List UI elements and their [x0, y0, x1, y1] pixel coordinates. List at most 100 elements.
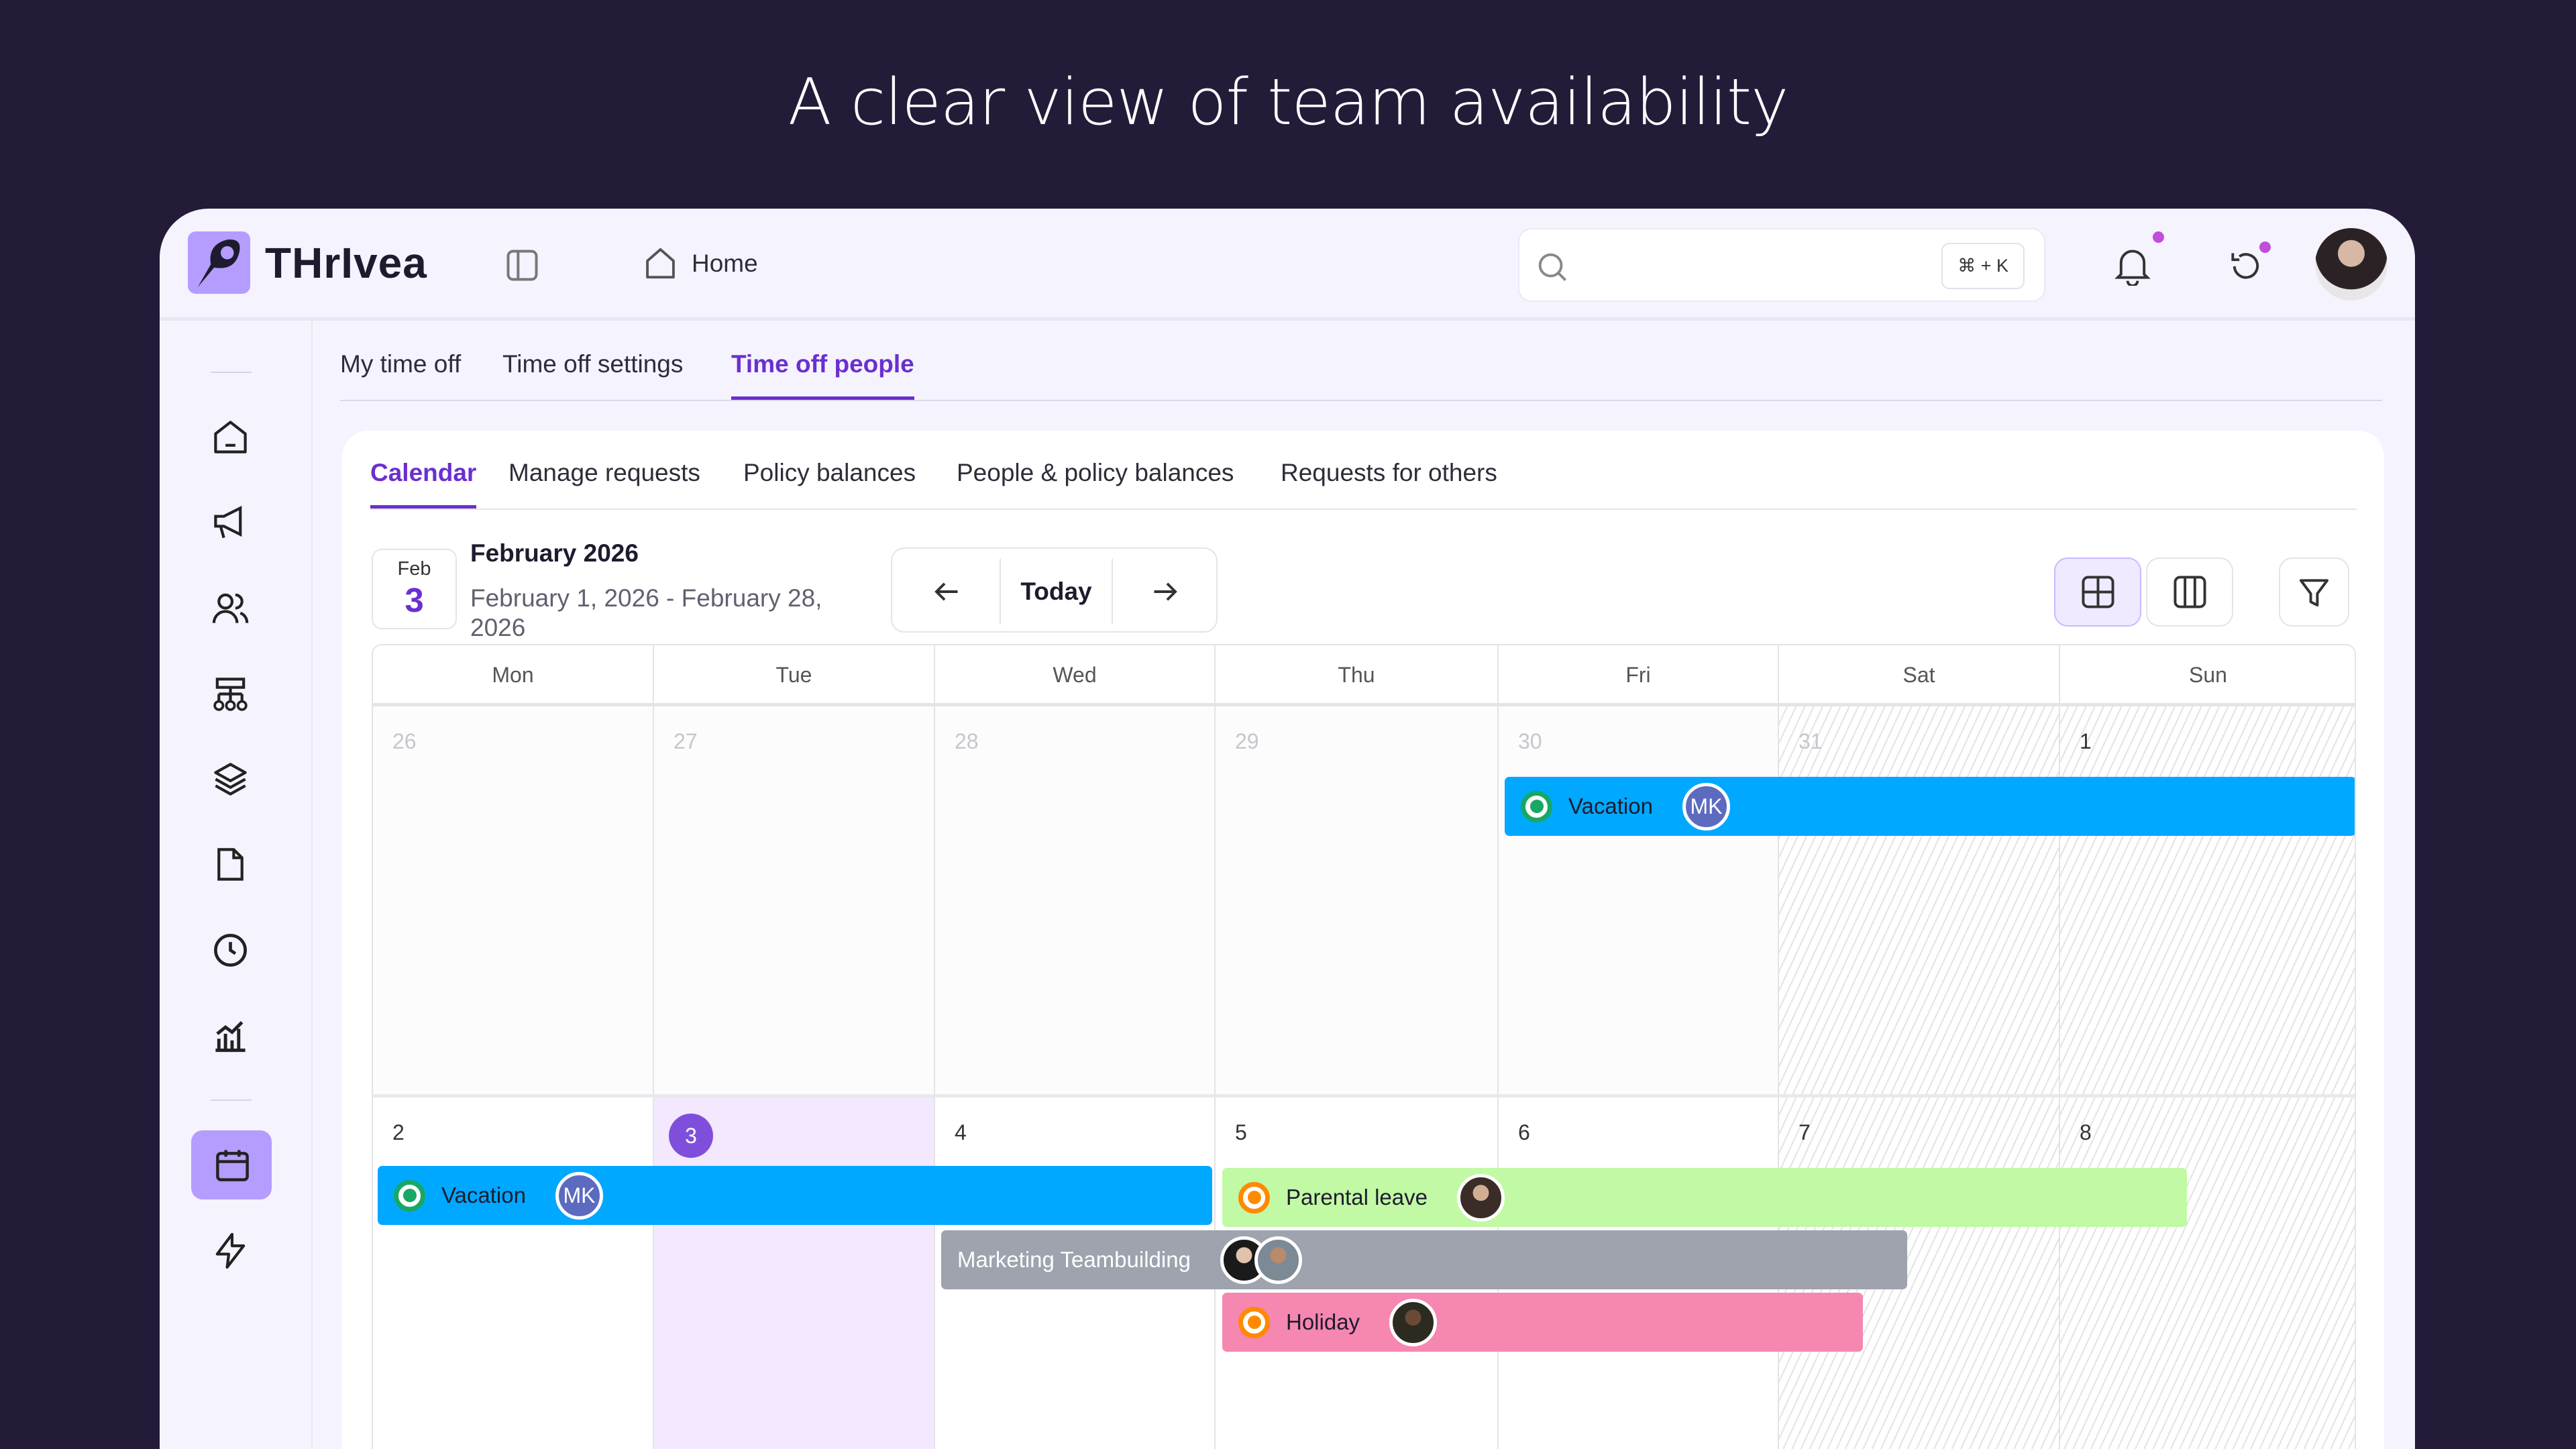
- subtab-requests-for-others[interactable]: Requests for others: [1281, 459, 1497, 486]
- week-view-button[interactable]: [2146, 557, 2233, 627]
- date-range: February 1, 2026 - February 28, 2026: [470, 584, 822, 641]
- divider: [211, 1099, 252, 1101]
- status-icon: [1521, 790, 1552, 822]
- tab-time-off-people[interactable]: Time off people: [731, 350, 914, 400]
- event-label: Vacation: [441, 1183, 526, 1208]
- sub-tabs: Calendar Manage requests Policy balances…: [370, 459, 2357, 510]
- bell-icon[interactable]: [2114, 246, 2151, 286]
- sidebar-toggle-icon[interactable]: [506, 250, 538, 281]
- avatar: [1389, 1298, 1438, 1346]
- event-label: Holiday: [1286, 1309, 1360, 1334]
- top-header: THrIvea Home ⌘ + K: [160, 209, 2415, 321]
- event-bar[interactable]: Holiday: [1222, 1293, 1863, 1352]
- weekday-header: Fri: [1499, 645, 1779, 706]
- date-nav: Today: [891, 547, 1218, 633]
- sidebar: [160, 321, 313, 1449]
- calendar-grid: Mon 26 2 Tue 27 3 Wed 28 4 Thu 29 5 Fri 30 6 Sat 31 7 Sun 1…: [372, 644, 2356, 1449]
- home-icon[interactable]: [644, 246, 677, 280]
- day-cell[interactable]: 28: [935, 706, 1216, 1097]
- app-window: THrIvea Home ⌘ + K My time off Time off …: [160, 209, 2415, 1449]
- logo-icon[interactable]: [188, 231, 250, 294]
- day-number: 7: [1799, 1120, 1811, 1144]
- calendar-icon: [216, 1150, 249, 1181]
- day-number: 27: [674, 729, 698, 753]
- weekday-header: Wed: [935, 645, 1216, 706]
- update-dot: [2259, 241, 2271, 253]
- next-button[interactable]: [1113, 559, 1218, 625]
- day-cell[interactable]: 31: [1779, 706, 2060, 1097]
- day-number: 31: [1799, 729, 1823, 753]
- avatar: [1456, 1173, 1505, 1222]
- search-input[interactable]: ⌘ + K: [1518, 228, 2045, 302]
- subtab-people-policy-balances[interactable]: People & policy balances: [957, 459, 1234, 486]
- status-icon: [394, 1179, 425, 1212]
- event-bar[interactable]: Marketing Teambuilding: [941, 1230, 1907, 1289]
- event-bar[interactable]: Vacation MK: [378, 1166, 1212, 1225]
- subtab-policy-balances[interactable]: Policy balances: [743, 459, 916, 486]
- day-number: 8: [2080, 1120, 2092, 1144]
- avatar-mk: MK: [1682, 782, 1730, 830]
- weekday-header: Tue: [654, 645, 935, 706]
- megaphone-icon[interactable]: [211, 503, 250, 543]
- day-number: 1: [2080, 729, 2092, 753]
- subtab-calendar[interactable]: Calendar: [370, 459, 477, 508]
- home-icon[interactable]: [211, 417, 250, 457]
- day-cell[interactable]: 27: [654, 706, 935, 1097]
- calendar-card: Calendar Manage requests Policy balances…: [342, 431, 2384, 1449]
- filter-icon: [2299, 579, 2329, 607]
- refresh-icon[interactable]: [2228, 248, 2264, 284]
- event-bar[interactable]: Vacation MK: [1505, 777, 2355, 836]
- day-cell[interactable]: 29: [1216, 706, 1499, 1097]
- day-cell[interactable]: 2: [373, 1097, 654, 1449]
- month-view-button[interactable]: [2054, 557, 2141, 627]
- divider: [211, 372, 252, 373]
- weekday-header: Thu: [1216, 645, 1499, 706]
- day-cell[interactable]: 30: [1499, 706, 1779, 1097]
- people-icon[interactable]: [211, 588, 250, 628]
- user-avatar[interactable]: [2315, 228, 2387, 301]
- weekday-header: Sun: [2060, 645, 2355, 706]
- arrow-right-icon: [1154, 582, 1177, 601]
- layers-icon[interactable]: [211, 759, 250, 799]
- day-cell[interactable]: 26: [373, 706, 654, 1097]
- shortcut-hint: ⌘ + K: [1941, 243, 2025, 289]
- day-number: 4: [955, 1120, 967, 1144]
- event-label: Vacation: [1568, 794, 1653, 818]
- search-icon: [1538, 253, 1566, 281]
- status-icon: [1238, 1181, 1270, 1214]
- day-cell[interactable]: 1: [2060, 706, 2355, 1097]
- event-label: Marketing Teambuilding: [957, 1247, 1191, 1272]
- day-number: 6: [1518, 1120, 1530, 1144]
- analytics-icon[interactable]: [211, 1016, 250, 1055]
- avatar-mk: MK: [555, 1171, 603, 1220]
- day-cell[interactable]: 3: [654, 1097, 935, 1449]
- lightning-icon[interactable]: [211, 1231, 250, 1271]
- sidebar-item-calendar[interactable]: [191, 1130, 272, 1199]
- month-title: February 2026: [470, 539, 639, 567]
- day-cell[interactable]: 8: [2060, 1097, 2355, 1449]
- date-badge: Feb 3: [372, 549, 457, 629]
- subtab-manage-requests[interactable]: Manage requests: [508, 459, 700, 486]
- today-marker: 3: [669, 1114, 713, 1158]
- today-button[interactable]: Today: [1001, 559, 1113, 625]
- brand-name: THrIvea: [265, 239, 427, 287]
- filter-button[interactable]: [2279, 557, 2349, 627]
- tab-my-time-off[interactable]: My time off: [340, 350, 462, 378]
- org-chart-icon[interactable]: [211, 674, 250, 714]
- day-number: 28: [955, 729, 979, 753]
- prev-button[interactable]: [892, 559, 1001, 625]
- home-link[interactable]: Home: [692, 250, 758, 277]
- tab-time-off-settings[interactable]: Time off settings: [502, 350, 684, 378]
- day-number: 2: [392, 1120, 405, 1144]
- grid-icon: [2081, 576, 2114, 608]
- main-tabs: My time off Time off settings Time off p…: [340, 350, 2382, 401]
- event-bar[interactable]: Parental leave: [1222, 1168, 2187, 1227]
- clock-icon[interactable]: [211, 930, 250, 970]
- badge-day: 3: [405, 581, 424, 619]
- columns-icon: [2173, 576, 2206, 608]
- weekday-header: Mon: [373, 645, 654, 706]
- badge-month: Feb: [397, 558, 431, 580]
- avatar: [1254, 1236, 1302, 1284]
- document-icon[interactable]: [211, 845, 250, 884]
